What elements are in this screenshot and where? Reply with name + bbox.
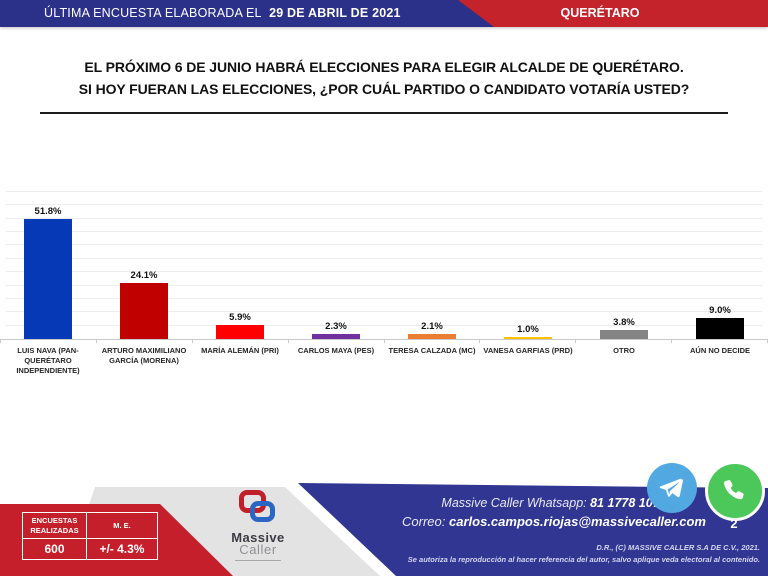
massive-caller-logo: Massive Caller (203, 490, 313, 561)
bar (120, 283, 168, 339)
category-label: ARTURO MAXIMILIANO GARCÍA (MORENA) (101, 346, 187, 366)
copyright-line-2: Se autoriza la reproducción al hacer ref… (407, 554, 760, 564)
category-label: MARÍA ALEMÁN (PRI) (201, 346, 279, 355)
bar (408, 334, 456, 339)
bar (600, 330, 648, 339)
whatsapp-label: Massive Caller Whatsapp: (441, 496, 587, 510)
stats-margin-error: +/- 4.3% (85, 539, 157, 559)
copyright-line-1: D.R., (C) MASSIVE CALLER S.A DE C.V., 20… (596, 543, 760, 552)
bar-column: 24.1% (96, 192, 192, 339)
gridline (6, 204, 762, 206)
footer: ENCUESTAS REALIZADAS M. E. 600 +/- 4.3% … (0, 440, 768, 576)
category-label: AÚN NO DECIDE (689, 346, 750, 355)
email-line: Correo: carlos.campos.riojas@massivecall… (388, 514, 720, 529)
axis-tick (287, 340, 384, 343)
question-title: EL PRÓXIMO 6 DE JUNIO HABRÁ ELECCIONES P… (28, 56, 740, 100)
question-line-1: EL PRÓXIMO 6 DE JUNIO HABRÁ ELECCIONES P… (84, 59, 684, 75)
header-survey-date-value: 29 DE ABRIL DE 2021 (269, 6, 401, 20)
category-label: OTRO (613, 346, 635, 355)
header-survey-label: ÚLTIMA ENCUESTA ELABORADA EL (44, 6, 262, 20)
bar-value-label: 51.8% (34, 206, 62, 217)
gridline (6, 217, 762, 219)
gridline (6, 244, 762, 246)
category-label: TERESA CALZADA (MC) (388, 346, 476, 355)
bar-value-label: 3.8% (613, 317, 635, 328)
axis-tick (575, 340, 671, 343)
axis-tick (0, 340, 96, 343)
copyright-block: D.R., (C) MASSIVE CALLER S.A DE C.V., 20… (220, 542, 760, 565)
header-region-label: QUERÉTARO (560, 6, 640, 20)
category-labels: LUIS NAVA (PAN-QUERÉTARO INDEPENDIENTE) A… (0, 343, 768, 376)
page-number: 2 (730, 516, 738, 531)
whatsapp-number[interactable]: 81 1778 1079 (590, 496, 667, 510)
gridline (6, 284, 762, 286)
bar-value-label: 2.3% (325, 321, 347, 332)
bar-column: 3.8% (576, 192, 672, 339)
logo-text-caller: Caller (239, 542, 277, 557)
axis-tick (95, 340, 192, 343)
sample-stats-table: ENCUESTAS REALIZADAS M. E. 600 +/- 4.3% (22, 512, 158, 560)
logo-blue-bubble-icon (250, 501, 275, 522)
category-label: LUIS NAVA (PAN-QUERÉTARO INDEPENDIENTE) (16, 346, 80, 376)
header-survey-date: ÚLTIMA ENCUESTA ELABORADA EL 29 DE ABRIL… (44, 0, 401, 27)
axis-tick (191, 340, 288, 343)
email-address[interactable]: carlos.campos.riojas@massivecaller.com (449, 514, 706, 529)
gridline (6, 191, 762, 192)
bar (504, 337, 552, 339)
header-bar: ÚLTIMA ENCUESTA ELABORADA EL 29 DE ABRIL… (0, 0, 768, 27)
stats-col1-header: ENCUESTAS REALIZADAS (23, 513, 86, 539)
bar-plot: 51.8% 24.1% 5.9% 2.3% 2.1% 1.0% 3.8% 9.0% (0, 191, 768, 339)
bar-column: 5.9% (192, 192, 288, 339)
logo-text-massive: Massive (231, 530, 285, 545)
bar-column: 51.8% (0, 192, 96, 339)
bar (696, 318, 744, 339)
contact-block: Massive Caller Whatsapp: 81 1778 1079 Co… (388, 496, 720, 529)
bar (24, 219, 72, 339)
bar (216, 325, 264, 339)
category-label: VANESA GARFIAS (PRD) (483, 346, 573, 355)
gridline (6, 297, 762, 299)
gridline (6, 271, 762, 273)
bar-value-label: 2.1% (421, 321, 443, 332)
whatsapp-icon[interactable] (705, 461, 765, 521)
gridline (6, 231, 762, 233)
bar-value-label: 9.0% (709, 305, 731, 316)
stats-sample-size: 600 (44, 542, 65, 556)
whatsapp-line: Massive Caller Whatsapp: 81 1778 1079 (388, 496, 720, 510)
axis-tick (479, 340, 575, 343)
bar-column: 2.1% (384, 192, 480, 339)
bar-column: 9.0% (672, 192, 768, 339)
header-blue-band (0, 0, 494, 27)
bar-chart: 51.8% 24.1% 5.9% 2.3% 2.1% 1.0% 3.8% 9.0% LUIS … (0, 191, 768, 376)
bar (312, 334, 360, 339)
logo-tagline-rule (235, 560, 281, 561)
category-label: CARLOS MAYA (PES) (297, 346, 375, 355)
question-line-2: SI HOY FUERAN LAS ELECCIONES, ¿POR CUÁL … (78, 81, 690, 97)
gridline (6, 311, 762, 313)
axis-tick (383, 340, 480, 343)
title-underline (40, 112, 728, 114)
gridline (6, 257, 762, 259)
stats-col2-header: M. E. (85, 513, 157, 539)
bar-column: 1.0% (480, 192, 576, 339)
gridline (6, 324, 762, 326)
bar-value-label: 5.9% (229, 312, 251, 323)
bar-value-label: 24.1% (130, 270, 158, 281)
massive-caller-logo-icon (236, 490, 280, 528)
telegram-icon[interactable] (647, 463, 697, 513)
bar-column: 2.3% (288, 192, 384, 339)
email-label: Correo: (402, 514, 446, 529)
bar-value-label: 1.0% (517, 324, 539, 335)
